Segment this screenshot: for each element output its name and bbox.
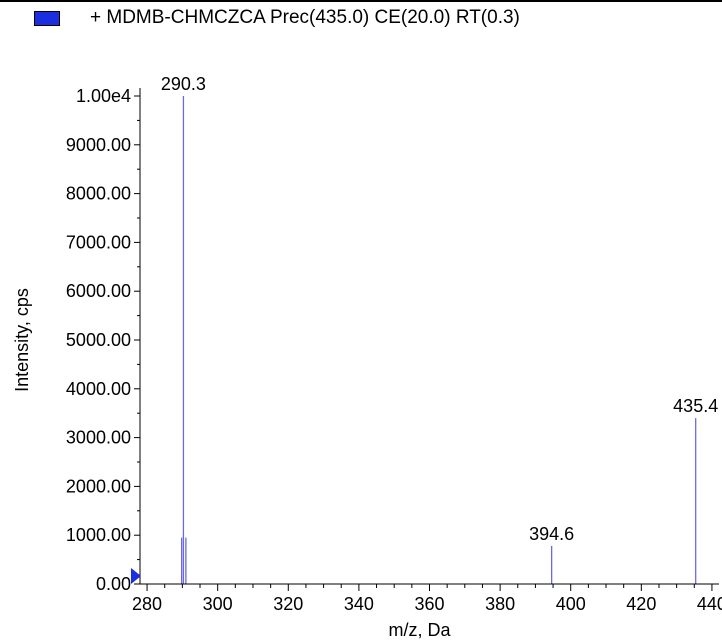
x-tick-label: 340	[344, 594, 374, 614]
peak-label: 290.3	[161, 74, 206, 94]
peak-label: 394.6	[529, 524, 574, 544]
x-tick-label: 360	[414, 594, 444, 614]
y-tick-label: 3000.00	[66, 428, 131, 448]
x-tick-label: 280	[132, 594, 162, 614]
y-tick-label: 8000.00	[66, 184, 131, 204]
y-tick-label: 1000.00	[66, 525, 131, 545]
peaks: 290.3 394.6 435.4	[161, 74, 718, 584]
y-tick-label: 7000.00	[66, 232, 131, 252]
y-tick-label: 4000.00	[66, 379, 131, 399]
x-axis-label: m/z, Da	[388, 620, 451, 640]
x-tick-label: 420	[626, 594, 656, 614]
top-rule	[0, 0, 722, 2]
y-tick-label: 2000.00	[66, 476, 131, 496]
y-tick-label: 0.00	[96, 574, 131, 594]
legend-label: + MDMB-CHMCZCA Prec(435.0) CE(20.0) RT(0…	[90, 7, 520, 28]
baseline-marker[interactable]	[131, 568, 141, 584]
x-axis-ticks: 280 300 320 340 360 380 400 420 440	[132, 584, 722, 614]
x-tick-label: 380	[485, 594, 515, 614]
y-tick-label: 9000.00	[66, 135, 131, 155]
peak-label: 435.4	[673, 396, 718, 416]
y-tick-label: 5000.00	[66, 330, 131, 350]
y-axis-label: Intensity, cps	[12, 288, 32, 392]
y-tick-label: 1.00e4	[76, 86, 131, 106]
x-tick-label: 440	[697, 594, 722, 614]
legend: + MDMB-CHMCZCA Prec(435.0) CE(20.0) RT(0…	[34, 6, 520, 30]
legend-swatch	[34, 10, 60, 26]
x-tick-label: 320	[273, 594, 303, 614]
x-tick-label: 400	[556, 594, 586, 614]
y-tick-label: 6000.00	[66, 281, 131, 301]
y-axis-ticks: 0.00 1000.00 2000.00 3000.00 4000.00 5000.00 6…	[66, 86, 140, 594]
x-tick-label: 300	[203, 594, 233, 614]
